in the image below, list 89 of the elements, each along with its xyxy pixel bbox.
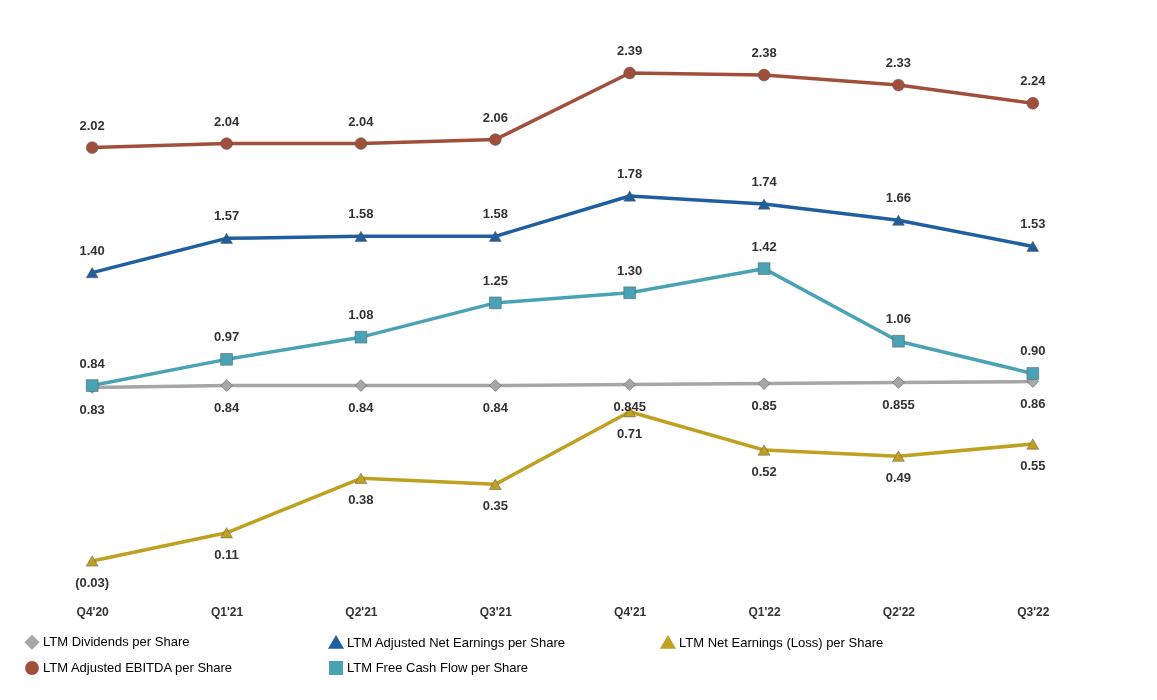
point — [489, 133, 502, 146]
data-label: 1.42 — [751, 238, 777, 254]
data-label: 0.85 — [751, 397, 777, 413]
point — [892, 376, 905, 389]
x-tick-label: Q1'22 — [748, 604, 781, 619]
x-tick-label: Q1'21 — [210, 604, 244, 619]
point — [220, 379, 233, 392]
data-label: 0.49 — [885, 470, 912, 486]
legend-label: LTM Net Earnings (Loss) per Share — [679, 634, 884, 650]
data-label: 1.58 — [348, 206, 374, 222]
data-label: 2.06 — [482, 109, 508, 125]
point — [86, 555, 99, 567]
data-label: 0.11 — [214, 546, 239, 562]
point — [489, 230, 502, 242]
point — [354, 472, 368, 484]
legend-label: LTM Dividends per Share — [43, 634, 190, 650]
x-tick-label: Q3'21 — [479, 604, 513, 619]
point — [220, 527, 233, 539]
legend-label: LTM Adjusted EBITDA per Share — [43, 660, 233, 675]
point — [354, 379, 368, 392]
data-label: 1.58 — [482, 206, 508, 222]
point — [220, 232, 233, 244]
data-label: 1.74 — [751, 174, 778, 190]
data-label: 0.84 — [348, 399, 375, 415]
data-label: 0.52 — [751, 464, 777, 480]
point — [220, 137, 233, 150]
data-label: 0.86 — [1020, 395, 1046, 411]
data-label: 2.39 — [617, 43, 643, 58]
data-label: 0.855 — [882, 396, 915, 412]
point — [892, 78, 905, 92]
point — [892, 214, 905, 226]
point — [354, 331, 368, 344]
data-label: 2.02 — [79, 117, 105, 133]
point — [354, 137, 368, 150]
point — [623, 66, 636, 80]
data-label: 0.84 — [482, 399, 509, 415]
x-tick-label: Q2'21 — [345, 604, 378, 619]
data-label: 2.04 — [348, 113, 375, 129]
point — [86, 267, 99, 279]
point — [489, 296, 502, 310]
data-label: 1.57 — [213, 208, 240, 224]
point — [623, 286, 636, 299]
data-label: 0.845 — [613, 398, 646, 414]
data-label: 0.97 — [213, 329, 240, 345]
data-label: 0.84 — [79, 355, 106, 371]
point — [757, 262, 771, 275]
legend-label: LTM Free Cash Flow per Share — [347, 660, 529, 675]
data-label: 1.40 — [79, 242, 105, 258]
point — [757, 377, 771, 390]
data-label: 2.38 — [751, 45, 777, 61]
data-label: 1.53 — [1020, 216, 1046, 232]
data-label: 1.25 — [482, 272, 508, 288]
data-label: 0.90 — [1020, 343, 1046, 359]
data-label: 0.83 — [79, 401, 105, 417]
point — [623, 190, 636, 202]
data-label: 1.30 — [617, 262, 643, 278]
x-tick-label: Q4'20 — [76, 604, 110, 619]
data-label: 1.08 — [348, 307, 374, 323]
data-label: (0.03) — [75, 575, 110, 590]
data-label: 2.33 — [885, 55, 912, 71]
point — [892, 450, 905, 462]
data-label: 0.84 — [213, 399, 240, 415]
point — [623, 378, 636, 391]
point — [489, 479, 502, 490]
data-label: 1.06 — [885, 311, 912, 327]
data-label: 0.38 — [348, 492, 374, 508]
x-tick-label: Q2'22 — [882, 604, 916, 619]
point — [757, 198, 771, 210]
point — [489, 379, 502, 392]
data-label: 0.35 — [482, 498, 508, 514]
data-label: 1.66 — [885, 190, 912, 206]
point — [1026, 367, 1039, 380]
point — [86, 141, 99, 154]
data-label: 2.04 — [213, 113, 240, 129]
point — [1026, 241, 1039, 252]
point — [1026, 97, 1039, 110]
data-label: 2.24 — [1020, 73, 1047, 89]
x-tick-label: Q3'22 — [1017, 604, 1050, 619]
data-label: 1.78 — [617, 166, 643, 182]
point — [354, 230, 368, 242]
point — [220, 353, 233, 366]
data-label: 0.55 — [1020, 458, 1046, 474]
point — [757, 68, 771, 82]
x-tick-label: Q4'21 — [614, 604, 647, 619]
legend-label: LTM Adjusted Net Earnings per Share — [347, 634, 565, 650]
point — [1026, 438, 1039, 450]
point — [757, 444, 771, 456]
data-label: 0.71 — [617, 425, 643, 441]
point — [892, 335, 905, 348]
